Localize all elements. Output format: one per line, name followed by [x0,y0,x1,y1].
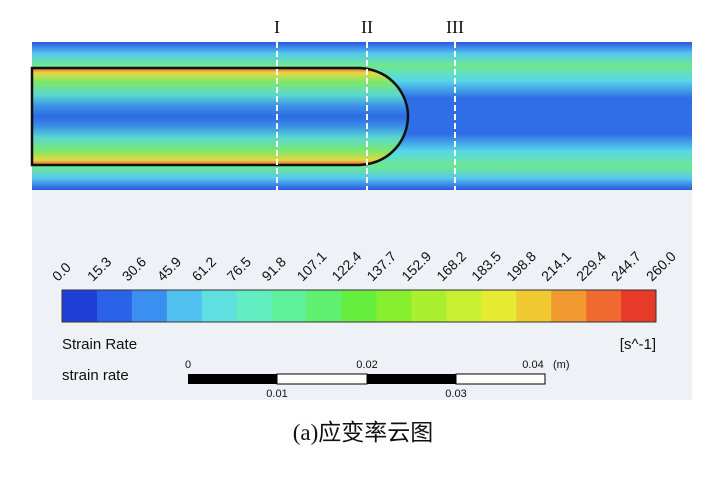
colorbar-seg [586,290,622,322]
colorbar-seg [376,290,412,322]
scale-seg [276,373,368,385]
scale-unit: (m) [553,359,570,371]
colorbar-seg [411,290,447,322]
section-label: I [274,17,280,37]
colorbar-seg [271,290,308,322]
colorbar-seg [341,290,377,322]
colorbar-seg [236,290,273,322]
colorbar-seg [621,290,657,322]
colorbar-seg [96,290,133,322]
scale-label: 0.02 [356,359,377,371]
scale-title: strain rate [62,367,129,384]
scale-label: 0.04 [522,359,543,371]
section-label: II [361,17,373,37]
section-label: III [446,17,464,37]
colorbar-title: Strain Rate [62,336,137,353]
caption: (a)应变率云图 [293,420,434,445]
scale-seg [188,374,277,384]
scale-seg [367,374,456,384]
colorbar-seg [551,290,587,322]
scale-label: 0.03 [445,388,466,400]
colorbar-seg [481,290,517,322]
colorbar-seg [516,290,552,322]
colorbar-seg [201,290,238,322]
colorbar-frame [61,289,657,323]
colorbar-seg [131,290,168,322]
colorbar-seg [306,290,343,322]
colorbar-unit: [s^-1] [620,336,656,353]
colorbar-seg [62,290,98,322]
scale-seg [455,373,546,385]
colorbar-seg [166,290,203,322]
plug-region [30,66,410,167]
colorbar-seg [446,290,482,322]
scale-label: 0.01 [266,388,287,400]
scale-label: 0 [185,359,191,371]
